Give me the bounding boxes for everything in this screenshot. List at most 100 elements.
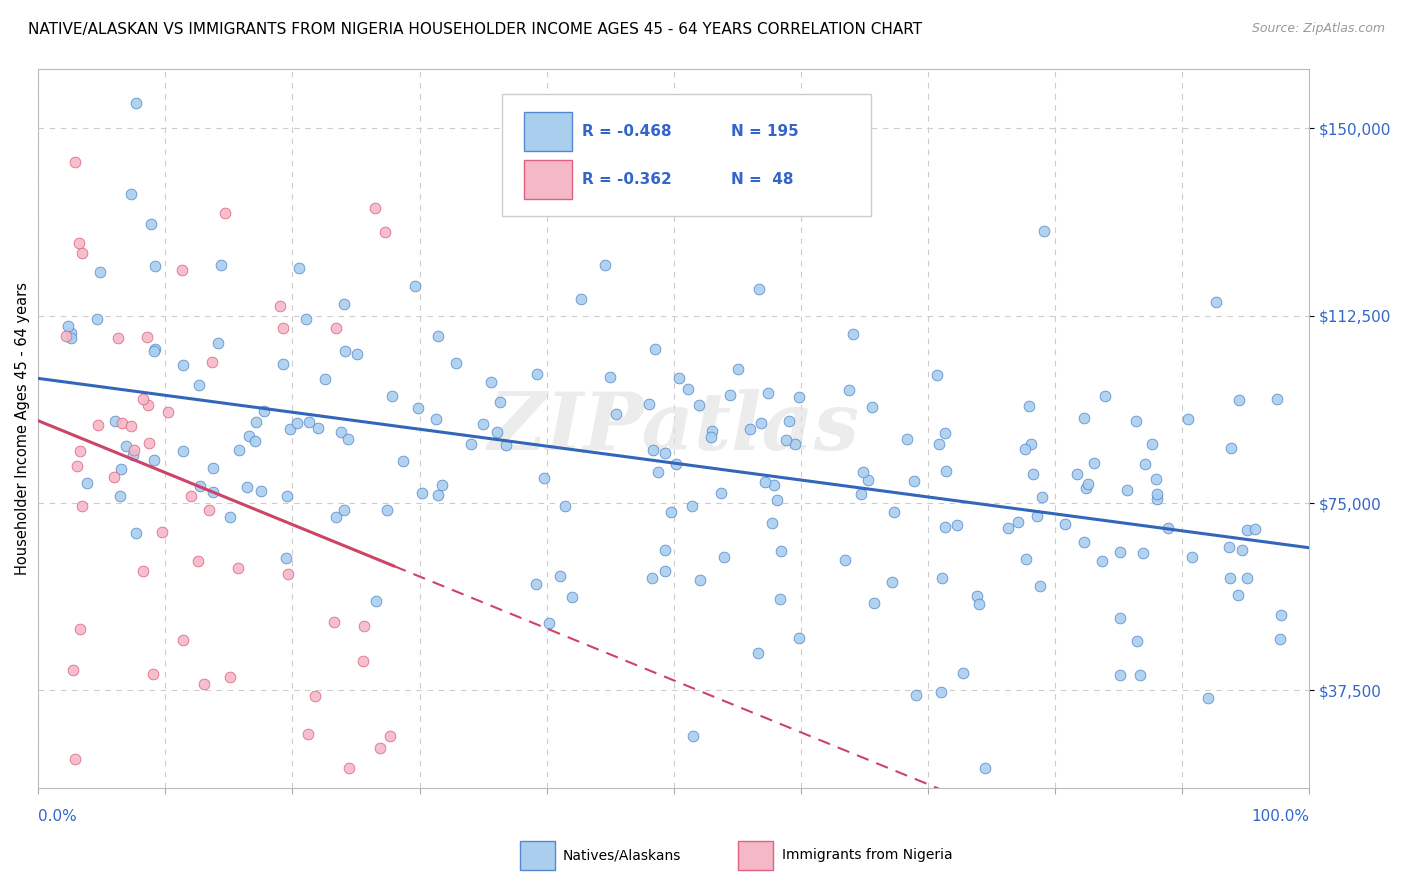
Point [905, 688, 928, 702]
Point [59, 331, 82, 345]
Point [172, 359, 194, 373]
Point [143, 343, 166, 358]
Point [485, 425, 508, 440]
Point [654, 445, 676, 459]
Point [323, 615, 346, 629]
Point [967, 597, 990, 611]
Point [1265, 392, 1288, 406]
Point [1268, 632, 1291, 646]
Text: Natives/Alaskans: Natives/Alaskans [562, 848, 681, 863]
Point [858, 473, 880, 487]
Point [446, 356, 468, 370]
Point [783, 437, 806, 451]
Text: 0.0%: 0.0% [38, 809, 77, 824]
Point [411, 486, 433, 500]
Point [700, 424, 723, 438]
Point [710, 486, 733, 500]
Point [426, 328, 449, 343]
Point [278, 422, 301, 436]
Point [688, 398, 710, 412]
Point [86, 312, 108, 326]
Point [1115, 483, 1137, 497]
Point [142, 667, 165, 681]
Point [121, 449, 143, 463]
Point [198, 502, 221, 516]
Point [1205, 295, 1227, 310]
Point [903, 474, 925, 488]
Point [740, 422, 762, 436]
Point [378, 729, 401, 743]
Point [207, 336, 229, 351]
Point [931, 571, 953, 585]
Point [533, 471, 555, 485]
Point [125, 526, 148, 541]
Point [1236, 571, 1258, 585]
Point [538, 616, 561, 631]
Point [747, 646, 769, 660]
Point [495, 438, 517, 452]
Point [834, 552, 856, 566]
Point [1227, 392, 1250, 407]
Point [368, 740, 391, 755]
Point [681, 499, 703, 513]
Point [1230, 543, 1253, 558]
Point [187, 554, 209, 568]
Point [201, 461, 224, 475]
Point [69, 622, 91, 636]
Point [1025, 508, 1047, 523]
Point [287, 260, 309, 275]
Point [775, 433, 797, 447]
Point [314, 372, 336, 386]
Point [172, 444, 194, 458]
Point [934, 520, 956, 534]
Point [404, 278, 426, 293]
Point [1218, 540, 1240, 554]
Point [654, 564, 676, 578]
Point [1019, 437, 1042, 451]
Point [107, 331, 129, 345]
Point [1146, 487, 1168, 501]
Point [138, 436, 160, 450]
Point [778, 414, 800, 428]
Point [271, 320, 294, 334]
Point [1083, 456, 1105, 470]
Point [187, 377, 209, 392]
Point [62, 663, 84, 677]
Point [364, 201, 387, 215]
Point [132, 392, 155, 406]
Point [787, 631, 810, 645]
Point [76, 476, 98, 491]
FancyBboxPatch shape [523, 160, 572, 200]
Point [1094, 389, 1116, 403]
Point [479, 375, 502, 389]
Y-axis label: Householder Income Ages 45 - 64 years: Householder Income Ages 45 - 64 years [15, 282, 30, 574]
Point [838, 383, 860, 397]
Text: R = -0.362: R = -0.362 [582, 172, 672, 186]
Point [1066, 467, 1088, 482]
Point [120, 419, 142, 434]
Point [201, 355, 224, 369]
Point [489, 395, 512, 409]
Point [1077, 477, 1099, 491]
Point [1029, 578, 1052, 592]
Point [406, 401, 429, 415]
Point [228, 443, 250, 458]
Point [124, 96, 146, 111]
Point [605, 408, 627, 422]
Point [1146, 492, 1168, 507]
Point [974, 761, 997, 775]
Point [236, 480, 259, 494]
Point [143, 343, 166, 357]
Point [676, 382, 699, 396]
Point [526, 367, 548, 381]
Point [63, 752, 86, 766]
Point [143, 260, 166, 274]
Point [659, 505, 682, 519]
Text: ZIPatlas: ZIPatlas [488, 390, 859, 467]
Point [1227, 589, 1250, 603]
Point [647, 465, 669, 479]
Point [1177, 412, 1199, 426]
Point [637, 397, 659, 411]
Point [997, 521, 1019, 535]
Point [1220, 442, 1243, 456]
